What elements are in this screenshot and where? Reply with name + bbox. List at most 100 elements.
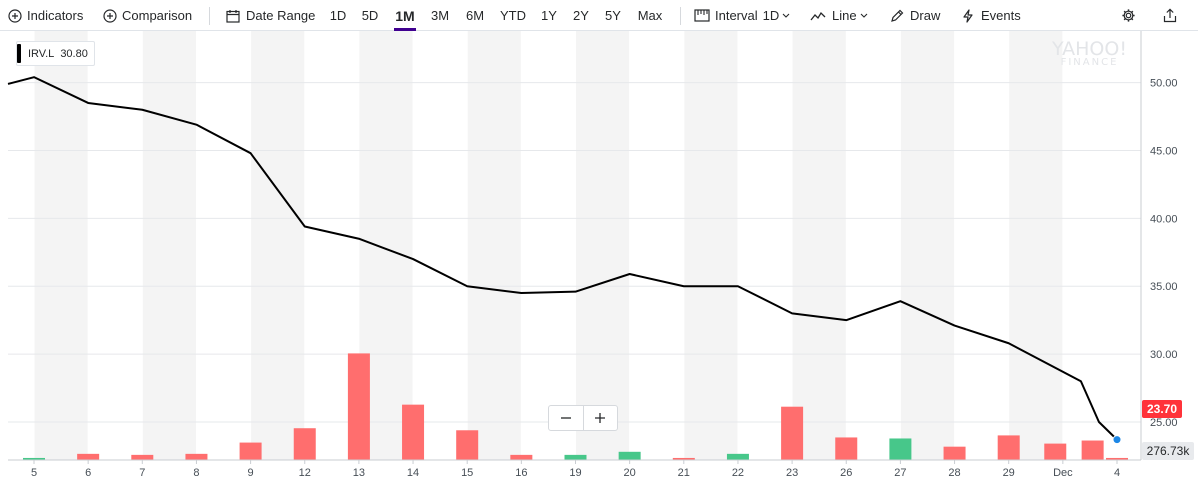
x-tick-label: 14 <box>407 467 419 479</box>
x-tick-label: 4 <box>1114 467 1120 479</box>
volume-bar <box>131 454 154 460</box>
volume-bar <box>997 435 1020 460</box>
indicators-button[interactable]: Indicators <box>8 0 83 31</box>
pencil-icon <box>891 9 904 22</box>
chart-type-selector[interactable]: Line <box>810 0 868 31</box>
volume-bar <box>185 453 208 460</box>
share-icon <box>1163 8 1177 23</box>
volume-bar <box>889 438 912 460</box>
volume-bar <box>239 442 262 460</box>
x-tick-label: 6 <box>85 467 91 479</box>
volume-bar <box>726 453 749 460</box>
date-stripe <box>900 31 955 460</box>
interval-ruler-icon <box>694 9 710 22</box>
date-stripe <box>1009 31 1063 460</box>
range-1y[interactable]: 1Y <box>541 8 557 23</box>
date-range-label: Date Range <box>246 8 316 23</box>
legend-value: 30.80 <box>60 47 88 60</box>
chevron-down-icon <box>860 13 867 18</box>
line-chart-icon <box>810 11 826 20</box>
volume-bar <box>672 457 695 460</box>
draw-button[interactable]: Draw <box>890 0 940 31</box>
indicators-label: Indicators <box>27 8 84 23</box>
y-tick-label: 35.00 <box>1150 281 1178 293</box>
interval-selector[interactable]: Interval 1D <box>694 0 790 31</box>
x-axis-tick-labels: 5 6 7 8 9 12 13 14 15 16 19 20 21 22 23 26 27 28 29 Dec 4 <box>31 460 1120 479</box>
share-button[interactable] <box>1163 0 1177 31</box>
price-line-layer <box>7 76 1122 445</box>
volume-bar <box>293 428 316 460</box>
volume-bar <box>510 454 533 460</box>
volume-bar <box>402 404 425 460</box>
legend-swatch <box>17 44 21 63</box>
volume-bar <box>456 430 479 460</box>
range-5y[interactable]: 5Y <box>605 8 621 23</box>
volume-bar <box>1106 457 1128 460</box>
last-volume-tag: 276.73k <box>1142 442 1194 460</box>
toolbar-divider <box>680 7 681 25</box>
settings-button[interactable] <box>1121 0 1136 31</box>
chart-toolbar: Indicators Comparison Date Range 1D 5D 1… <box>0 0 1198 31</box>
date-stripe <box>684 31 738 460</box>
y-tick-label: 25.00 <box>1150 417 1178 429</box>
comparison-label: Comparison <box>122 8 193 23</box>
x-tick-label: 29 <box>1003 467 1015 479</box>
date-stripe <box>251 31 305 460</box>
volume-bar <box>781 406 804 460</box>
range-1d[interactable]: 1D <box>329 8 347 23</box>
chevron-down-icon <box>782 13 790 18</box>
x-tick-label: 13 <box>353 467 365 479</box>
draw-label: Draw <box>910 8 941 23</box>
date-stripe <box>792 31 846 460</box>
date-stripe <box>142 31 196 460</box>
date-range-button[interactable]: Date Range <box>226 0 315 31</box>
volume-bars <box>23 353 1128 460</box>
volume-bar <box>835 437 858 460</box>
date-stripe <box>467 31 521 460</box>
events-label: Events <box>981 8 1021 23</box>
x-tick-label: 8 <box>193 467 199 479</box>
date-stripe <box>34 31 88 460</box>
y-tick-label: 50.00 <box>1150 78 1178 90</box>
chart-type-label: Line <box>832 8 857 23</box>
range-6m[interactable]: 6M <box>465 8 485 23</box>
x-tick-label: 23 <box>786 467 798 479</box>
comparison-button[interactable]: Comparison <box>103 0 192 31</box>
range-2y[interactable]: 2Y <box>573 8 589 23</box>
plus-circle-icon <box>8 8 22 23</box>
zoom-control <box>548 405 618 431</box>
range-ytd[interactable]: YTD <box>500 8 526 23</box>
minus-icon <box>560 417 571 419</box>
y-tick-label: 30.00 <box>1150 349 1178 361</box>
zoom-out-button[interactable] <box>549 406 583 430</box>
x-tick-label: 9 <box>248 467 254 479</box>
x-tick-label: 22 <box>732 467 744 479</box>
range-1m[interactable]: 1M <box>394 0 416 31</box>
x-tick-label: 28 <box>948 467 960 479</box>
volume-bar <box>347 353 370 460</box>
series-legend[interactable]: IRV.L 30.80 <box>16 41 95 66</box>
x-tick-label: 16 <box>515 467 527 479</box>
volume-bar <box>1081 440 1104 460</box>
price-chart[interactable]: 50.00 45.00 40.00 35.00 30.00 25.00 5 6 7 8 9 12 13… <box>0 31 1198 493</box>
x-tick-label: 12 <box>299 467 311 479</box>
watermark-subtitle: FINANCE <box>1060 57 1119 68</box>
volume-bar <box>1044 443 1067 460</box>
events-button[interactable]: Events <box>962 0 1021 31</box>
zoom-in-button[interactable] <box>582 406 618 430</box>
plus-circle-icon <box>103 8 117 23</box>
range-max[interactable]: Max <box>637 8 663 23</box>
x-tick-label: 27 <box>894 467 906 479</box>
volume-bar <box>943 446 966 460</box>
volume-bar <box>77 453 100 460</box>
x-tick-label: 7 <box>139 467 145 479</box>
legend-symbol: IRV.L <box>28 47 55 60</box>
x-tick-label: 21 <box>678 467 690 479</box>
yahoo-finance-watermark: YAHOO! FINANCE <box>1042 38 1137 68</box>
range-3m[interactable]: 3M <box>430 8 450 23</box>
last-price-tag: 23.70 <box>1142 400 1182 418</box>
calendar-icon <box>226 9 240 23</box>
range-5d[interactable]: 5D <box>361 8 379 23</box>
interval-label: Interval <box>715 8 758 23</box>
lightning-icon <box>963 8 973 23</box>
